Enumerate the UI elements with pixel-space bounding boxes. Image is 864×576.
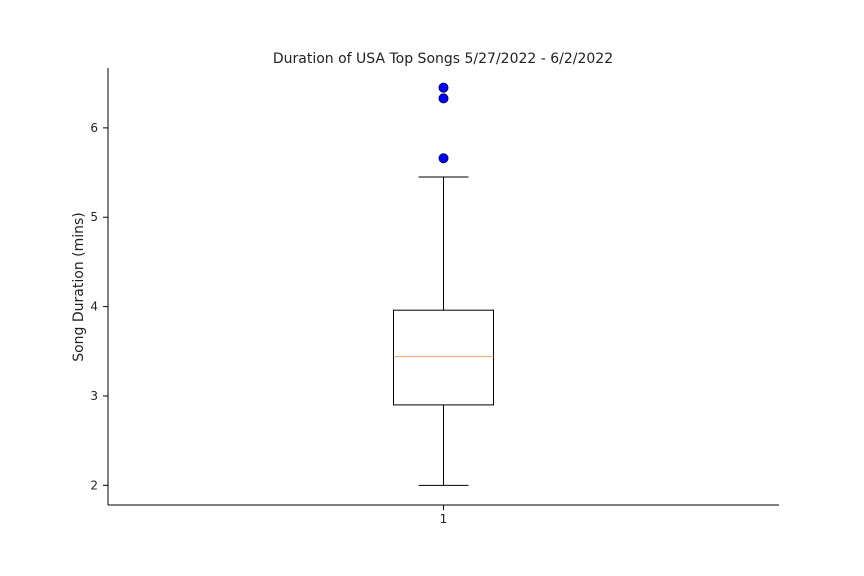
y-tick-label: 3: [90, 389, 98, 403]
iqr-box: [393, 309, 494, 406]
x-ticks: 1: [440, 505, 448, 526]
outlier-point: [438, 153, 449, 164]
outlier-point: [438, 82, 449, 93]
y-ticks: 2 3 4 5 6: [90, 121, 108, 492]
y-tick-label: 2: [90, 478, 98, 492]
outlier-point: [438, 93, 449, 104]
y-tick-label: 4: [90, 300, 98, 314]
x-tick-label: 1: [440, 512, 448, 526]
boxes: [393, 82, 494, 486]
chart-title: Duration of USA Top Songs 5/27/2022 - 6/…: [273, 51, 613, 67]
y-axis-label: Song Duration (mins): [71, 212, 87, 362]
y-tick-label: 5: [90, 210, 98, 224]
y-tick-label: 6: [90, 121, 98, 135]
